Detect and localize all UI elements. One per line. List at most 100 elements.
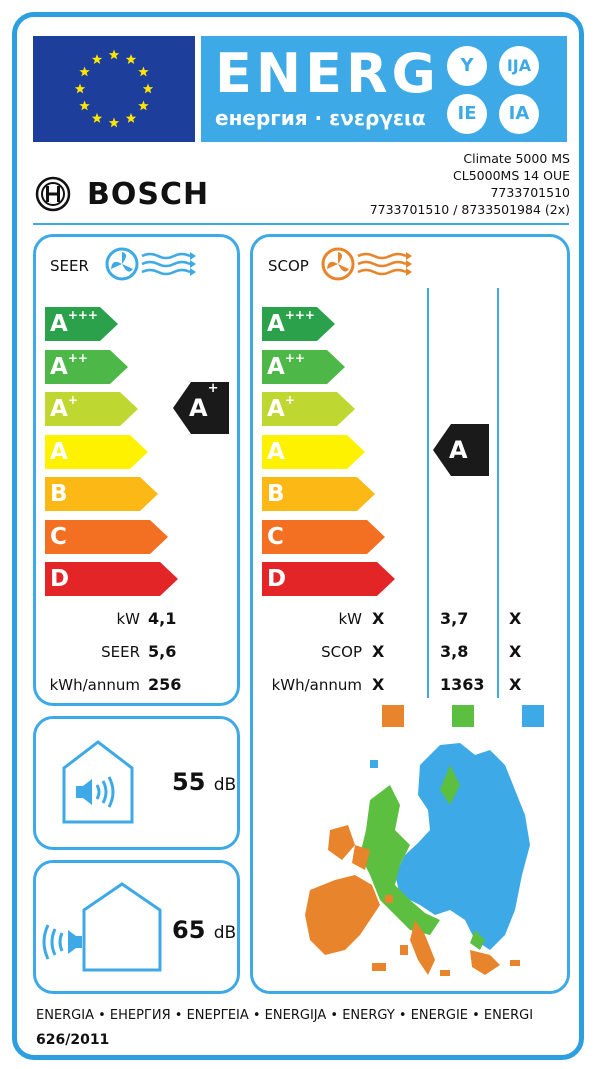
eu-star — [138, 66, 149, 77]
heating-scop-colder: X — [509, 642, 522, 661]
heating-annual-colder: X — [509, 675, 522, 694]
eu-star — [125, 54, 137, 64]
cooling-annual-value: 256 — [148, 675, 182, 694]
energy-class-bar: C — [262, 519, 385, 554]
eu-star — [91, 112, 103, 123]
heating-annual-average: 1363 — [440, 675, 485, 694]
heating-kw-label: kW — [338, 610, 362, 628]
outdoor-noise-number: 65 — [172, 916, 206, 944]
outdoor-noise-value: 65 dB — [172, 916, 236, 944]
zone-warmer-swatch — [382, 705, 404, 727]
energy-class-bar: A+++ — [262, 307, 335, 341]
energy-class-bar: B — [45, 477, 158, 511]
eu-star — [138, 100, 149, 111]
energy-title: ENERG — [215, 42, 440, 105]
lang-code-ie: IE — [447, 94, 487, 134]
energy-class-bar: A+ — [262, 392, 355, 426]
lang-code-ia: IA — [499, 94, 539, 134]
energy-class-label: A — [50, 438, 68, 465]
indoor-noise-unit: dB — [213, 775, 237, 795]
heating-kw-average: 3,7 — [440, 609, 469, 628]
energy-class-label: A+ — [267, 393, 295, 422]
lang-code-y: Y — [447, 46, 487, 86]
cooling-label: SEER — [50, 257, 89, 275]
energy-class-bar: A+ — [45, 392, 138, 426]
outdoor-noise-unit: dB — [213, 923, 237, 943]
indoor-noise-panel — [33, 716, 240, 850]
brand: BOSCH — [35, 176, 209, 212]
outdoor-speaker-house-icon — [42, 882, 162, 972]
brand-name: BOSCH — [87, 176, 210, 212]
heating-fan-icon — [321, 247, 412, 281]
heating-label: SCOP — [268, 257, 309, 275]
energy-class-label: A — [267, 438, 285, 465]
model-line: Climate 5000 MS — [463, 151, 570, 166]
eu-flag — [33, 36, 195, 142]
europe-climate-zones-map — [305, 743, 530, 976]
header-divider — [33, 223, 569, 225]
rated-class-label: A+ — [189, 381, 219, 423]
energy-class-bar: A — [45, 434, 148, 469]
heating-scop-label: SCOP — [321, 643, 362, 661]
heating-scop-average: 3,8 — [440, 642, 469, 661]
regulation-number: 626/2011 — [36, 1032, 110, 1048]
energy-class-label: A++ — [267, 350, 305, 380]
energy-class-bar: A — [262, 434, 365, 469]
cooling-kw-label: kW — [116, 610, 140, 628]
footer-languages: ENERGIA • ЕНЕРГИЯ • ΕΝΕΡΓΕΙΑ • ENERGIJA … — [36, 1008, 534, 1023]
energy-class-label: C — [267, 523, 284, 550]
outdoor-noise-panel — [33, 860, 240, 994]
indoor-noise-number: 55 — [172, 768, 206, 796]
rated-class-arrow: A+ — [173, 382, 229, 434]
heating-annual-warmer: X — [372, 675, 385, 694]
model-identifiers: Climate 5000 MS CL5000MS 14 OUE 77337015… — [370, 150, 570, 218]
zone-average-swatch — [452, 705, 474, 727]
eu-star — [125, 112, 137, 123]
energy-class-bar: A++ — [262, 349, 345, 384]
rated-class-label: A — [449, 436, 468, 464]
zone-colder-swatch — [522, 705, 544, 727]
zone-divider — [427, 288, 429, 698]
energy-class-bar: A+++ — [45, 307, 118, 341]
cooling-panel — [33, 234, 240, 706]
indoor-speaker-house-icon — [62, 740, 134, 824]
zone-divider — [497, 288, 499, 698]
energy-class-bar: D — [262, 562, 395, 596]
energy-class-bar: D — [45, 562, 178, 596]
eu-star — [142, 83, 154, 94]
energy-class-bar: A++ — [45, 349, 128, 384]
eu-star — [79, 66, 90, 77]
energy-class-label: A+++ — [267, 308, 315, 337]
eu-star — [108, 117, 120, 128]
energy-class-label: C — [50, 523, 67, 550]
energy-subtitle: енергия · ενεργεια — [215, 106, 426, 130]
energy-class-label: D — [267, 566, 287, 592]
energy-class-label: A++ — [50, 350, 88, 380]
bosch-logo-icon — [35, 176, 71, 212]
eu-star — [79, 100, 90, 111]
rated-class-arrow: A — [433, 424, 489, 476]
energy-class-label: A+ — [50, 393, 78, 422]
eu-star — [108, 49, 120, 60]
energy-class-bar: B — [262, 477, 375, 511]
energy-class-label: B — [50, 481, 68, 507]
energy-header: ENERG енергия · ενεργεια Y IJA IE IA — [201, 36, 567, 142]
energy-class-bar: C — [45, 519, 168, 554]
eu-star — [91, 54, 103, 64]
cooling-annual-label: kWh/annum — [49, 676, 140, 694]
heating-annual-label: kWh/annum — [271, 676, 362, 694]
lang-code-ija: IJA — [499, 46, 539, 86]
energy-class-label: B — [267, 481, 285, 507]
eu-star — [74, 83, 86, 94]
heating-kw-warmer: X — [372, 609, 385, 628]
model-line: CL5000MS 14 OUE — [453, 168, 570, 183]
energy-class-label: D — [50, 566, 70, 592]
model-line: 7733701510 / 8733501984 (2x) — [369, 202, 570, 217]
cooling-kw-value: 4,1 — [148, 609, 177, 628]
model-line: 7733701510 — [490, 185, 570, 200]
cooling-fan-icon — [105, 247, 196, 281]
energy-class-label: A+++ — [50, 308, 98, 337]
cooling-seer-label: SEER — [101, 643, 140, 661]
heating-scop-warmer: X — [372, 642, 385, 661]
heating-kw-colder: X — [509, 609, 522, 628]
